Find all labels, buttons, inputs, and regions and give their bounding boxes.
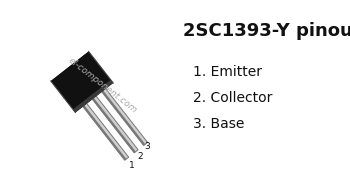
Polygon shape <box>91 96 136 153</box>
Polygon shape <box>73 80 113 112</box>
Text: 1: 1 <box>130 161 135 170</box>
Polygon shape <box>91 94 138 153</box>
Text: 3. Base: 3. Base <box>193 117 244 131</box>
Text: 2: 2 <box>137 152 143 161</box>
Text: el-component.com: el-component.com <box>66 56 138 115</box>
Polygon shape <box>100 88 145 146</box>
Polygon shape <box>100 86 148 146</box>
Text: 1. Emitter: 1. Emitter <box>193 65 262 79</box>
Text: 2. Collector: 2. Collector <box>193 91 272 105</box>
Polygon shape <box>51 51 92 87</box>
Polygon shape <box>51 51 113 112</box>
Text: 2SC1393-Y pinout: 2SC1393-Y pinout <box>183 22 350 40</box>
Text: 3: 3 <box>145 142 150 151</box>
Polygon shape <box>81 101 129 160</box>
Polygon shape <box>81 103 126 160</box>
